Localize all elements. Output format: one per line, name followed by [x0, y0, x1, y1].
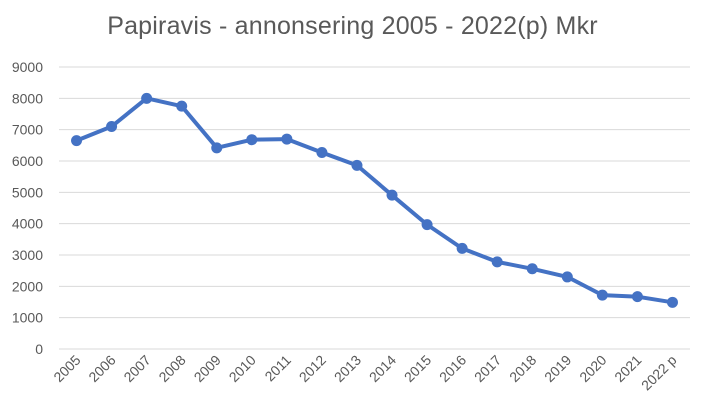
x-tick-label: 2019 — [541, 352, 574, 385]
y-tick-label: 8000 — [12, 90, 43, 106]
data-point — [666, 296, 678, 308]
x-tick-label: 2008 — [155, 352, 188, 385]
data-point — [71, 135, 83, 147]
data-point — [631, 291, 643, 303]
x-tick-label: 2014 — [366, 352, 399, 385]
x-tick-label: 2010 — [226, 352, 259, 385]
data-point — [176, 100, 188, 112]
y-tick-label: 9000 — [12, 59, 43, 75]
y-tick-label: 6000 — [12, 153, 43, 169]
data-point — [211, 142, 223, 154]
data-point — [421, 219, 433, 231]
x-tick-label: 2013 — [331, 352, 364, 385]
x-axis: 2005 2006 2007 2008 2009 2010 2011 2012 2013 2014… — [50, 352, 679, 394]
data-point — [491, 256, 503, 268]
x-tick-label: 2012 — [296, 352, 329, 385]
gridlines — [59, 66, 690, 350]
x-tick-label: 2009 — [191, 352, 224, 385]
data-point — [281, 133, 293, 145]
x-tick-label: 2005 — [50, 352, 83, 385]
data-point — [106, 121, 118, 133]
y-tick-label: 5000 — [12, 184, 43, 200]
data-point — [561, 271, 573, 283]
chart-title: Papiravis - annonsering 2005 - 2022(p) M… — [107, 12, 598, 40]
x-tick-label: 2015 — [401, 352, 434, 385]
x-tick-label: 2016 — [436, 352, 469, 385]
y-axis: 0 1000 2000 3000 4000 5000 6000 7000 8000 9000 — [12, 59, 43, 357]
x-tick-label: 2020 — [576, 352, 609, 385]
x-tick-label: 2017 — [471, 352, 504, 385]
data-point — [456, 242, 468, 254]
data-point — [141, 92, 153, 104]
data-point — [316, 147, 328, 159]
y-tick-label: 4000 — [12, 216, 43, 232]
y-tick-label: 0 — [35, 341, 43, 357]
x-tick-label: 2011 — [261, 352, 294, 385]
data-point — [386, 189, 398, 201]
series-line — [74, 96, 675, 305]
series-layer — [71, 92, 678, 308]
x-tick-label: 2006 — [85, 352, 118, 385]
data-point — [526, 263, 538, 275]
x-tick-label: 2007 — [120, 352, 153, 385]
data-point — [246, 134, 258, 146]
y-tick-label: 3000 — [12, 247, 43, 263]
y-tick-label: 2000 — [12, 278, 43, 294]
x-tick-label: 2018 — [506, 352, 539, 385]
y-tick-label: 7000 — [12, 122, 43, 138]
data-point — [596, 289, 608, 301]
y-tick-label: 1000 — [12, 310, 43, 326]
x-tick-label: 2022 p — [638, 352, 680, 394]
data-point — [351, 159, 363, 171]
